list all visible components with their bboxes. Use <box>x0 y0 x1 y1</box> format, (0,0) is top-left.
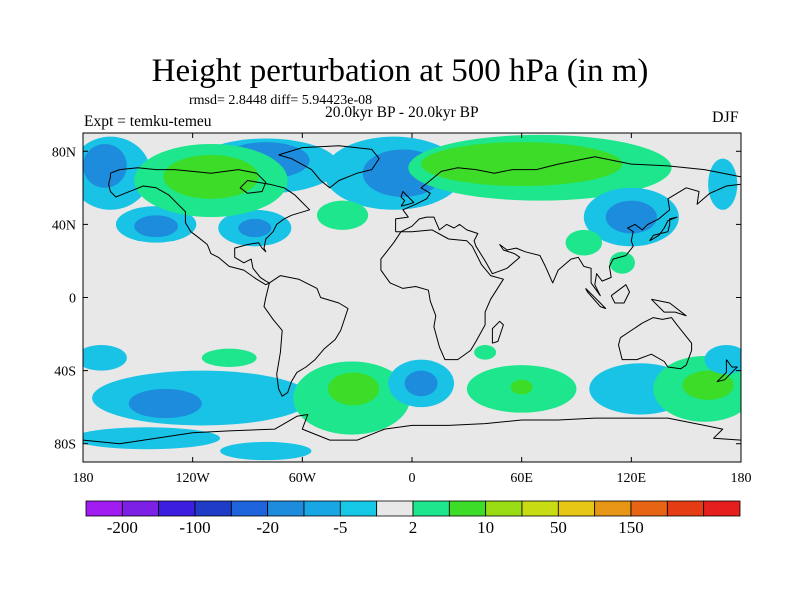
anomaly-region-blue <box>128 388 202 419</box>
coastline <box>395 156 741 232</box>
colorbar-swatch <box>448 500 487 517</box>
coastline <box>395 183 741 297</box>
coastline <box>610 284 630 304</box>
y-tick-label: 80N <box>52 145 76 160</box>
colorbar-swatch <box>194 500 232 517</box>
anomaly-region-light-blue <box>83 345 127 371</box>
anomaly-region-green <box>682 370 734 400</box>
y-tick-label: 40S <box>54 365 76 380</box>
coastline <box>716 359 738 383</box>
colorbar-swatch <box>158 500 196 517</box>
colorbar-swatch <box>376 500 414 517</box>
anomaly-region-green-light <box>201 348 257 367</box>
colorbar-label: 50 <box>550 518 567 537</box>
colorbar-swatch <box>557 500 596 517</box>
coastline <box>491 320 504 344</box>
coastline <box>618 317 693 370</box>
y-tick-label: 80S <box>54 438 76 453</box>
colorbar-swatch <box>303 500 341 517</box>
anomaly-region-green-light <box>474 345 497 360</box>
x-tick-label: 0 <box>409 471 416 486</box>
x-tick-label: 120W <box>176 471 211 486</box>
x-tick-label: 60W <box>289 471 317 486</box>
anomaly-region-blue <box>605 200 657 234</box>
x-tick-label: 180 <box>73 471 94 486</box>
anomaly-region-light-blue <box>708 158 738 210</box>
coastline <box>400 191 415 207</box>
coastline <box>380 229 504 361</box>
x-tick-label: 60E <box>510 471 533 486</box>
anomaly-region-green <box>327 372 380 406</box>
axis-ticks: 180 120W 60W 0 60E 120E 180 80N 40N 0 40S 80S <box>52 133 752 486</box>
colorbar-swatch <box>521 500 559 517</box>
anomaly-region-green <box>421 142 623 187</box>
colorbar-label: -200 <box>107 518 138 537</box>
period-label: 20.0kyr BP - 20.0kyr BP <box>325 104 479 121</box>
stats-label: rmsd= 2.8448 diff= 5.94423e-08 <box>189 93 373 108</box>
colorbar: -200 -100 -20 -5 2 10 50 150 <box>85 500 741 537</box>
anomaly-region-light-blue <box>83 427 221 450</box>
coastline <box>108 167 311 286</box>
colorbar-swatch <box>485 500 523 517</box>
anomaly-region-green-light <box>316 200 369 230</box>
x-tick-label: 180 <box>731 471 752 486</box>
colorbar-swatch <box>412 500 450 517</box>
colorbar-label: -20 <box>256 518 279 537</box>
experiment-label: Expt = temku-temeu <box>84 113 212 130</box>
colorbar-swatch <box>85 500 123 517</box>
y-tick-label: 0 <box>69 292 76 307</box>
anomaly-region-blue <box>238 218 272 238</box>
anomaly-region-blue <box>134 215 179 238</box>
colorbar-label: 2 <box>409 518 418 537</box>
anomaly-region-green <box>510 379 533 395</box>
anomaly-region-blue <box>83 143 127 188</box>
colorbar-label: -5 <box>333 518 347 537</box>
colorbar-swatch <box>230 500 269 517</box>
colorbar-swatch <box>121 500 160 517</box>
x-tick-label: 120E <box>617 471 647 486</box>
colorbar-swatch <box>594 500 632 517</box>
colorbar-swatch <box>703 500 741 517</box>
anomaly-region-blue <box>404 370 438 397</box>
season-label: DJF <box>712 109 739 126</box>
plot-title: Height perturbation at 500 hPa (in m) <box>151 53 649 89</box>
colorbar-label: -100 <box>179 518 210 537</box>
colorbar-swatch <box>267 500 305 517</box>
colorbar-swatch <box>666 500 705 517</box>
anomaly-region-green-light <box>565 229 603 256</box>
coastline <box>83 414 741 445</box>
colorbar-swatch <box>339 500 378 517</box>
anomaly-region-light-blue <box>92 370 312 426</box>
anomaly-region-light-blue <box>220 441 312 461</box>
colorbar-swatch <box>630 500 668 517</box>
coastline <box>278 145 380 189</box>
coastline <box>651 298 687 317</box>
coastline-layer <box>83 145 741 445</box>
y-tick-label: 40N <box>52 218 76 233</box>
colorbar-label: 10 <box>477 518 494 537</box>
anomaly-region-green-light <box>609 251 635 274</box>
colorbar-label: 150 <box>618 518 644 537</box>
coastline <box>649 216 678 242</box>
coastline <box>263 275 349 397</box>
coastline <box>585 288 607 309</box>
anomaly-region-green <box>163 154 259 199</box>
